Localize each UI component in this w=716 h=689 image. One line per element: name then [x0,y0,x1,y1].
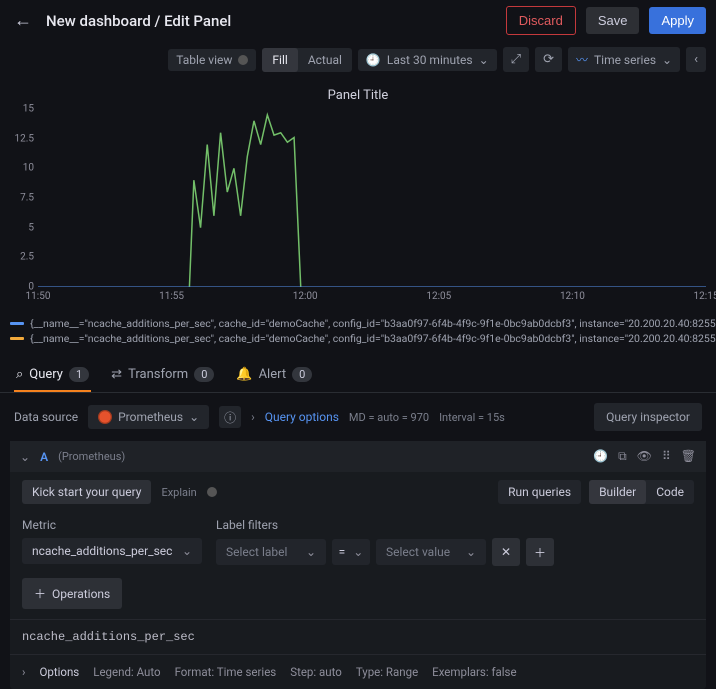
select-value-dropdown[interactable]: Select value ⌄ [376,539,486,565]
apply-button[interactable]: Apply [649,7,706,34]
collapse-button[interactable]: ‹ [686,47,706,72]
chevron-down-icon: ⌄ [182,544,192,558]
options-exemplars: Exemplars: false [432,665,516,679]
query-letter: A [40,450,48,464]
interval-text: Interval = 15s [439,411,505,424]
back-arrow-icon[interactable]: ← [10,6,36,35]
chart-icon: 〰 [576,51,588,68]
datasource-select[interactable]: Prometheus ⌄ [88,405,209,429]
clock-icon: 🕘 [366,53,381,67]
code-button[interactable]: Code [646,480,694,504]
fill-actual-segment: Fill Actual [262,48,352,72]
table-view-label: Table view [176,53,232,67]
save-button[interactable]: Save [586,7,640,34]
chevron-down-icon: ⌄ [479,53,489,67]
label-filters-label: Label filters [216,518,694,532]
options-type: Type: Range [356,665,418,679]
select-label-text: Select label [226,545,287,559]
run-queries-button[interactable]: Run queries [498,480,581,504]
chevron-right-icon: › [251,410,255,424]
datasource-label: Data source [14,410,78,424]
chevron-down-icon: ⌄ [353,545,363,559]
operations-button[interactable]: ＋ Operations [22,578,122,609]
add-filter-button[interactable]: ＋ [526,538,554,566]
builder-button[interactable]: Builder [589,480,646,504]
select-label-dropdown[interactable]: Select label ⌄ [216,539,326,565]
chevron-down-icon: ⌄ [662,53,672,67]
select-value-text: Select value [386,545,450,559]
query-subtitle: (Prometheus) [58,450,125,463]
info-button[interactable]: ⓘ [219,406,241,428]
tab-alert[interactable]: 🔔 Alert 0 [234,359,314,392]
remove-filter-button[interactable]: ✕ [492,538,520,566]
metric-select[interactable]: ncache_additions_per_sec ⌄ [22,538,202,564]
prometheus-icon [98,410,112,424]
tab-transform-label: Transform [128,367,188,382]
viz-type-picker[interactable]: 〰 Time series ⌄ [568,47,680,72]
panel-title: Panel Title [10,88,706,103]
tab-alert-count: 0 [292,367,312,382]
alert-icon: 🔔 [236,367,252,382]
viz-type-label: Time series [594,53,656,67]
chevron-down-icon: ⌄ [189,410,199,424]
actual-button[interactable]: Actual [298,48,352,72]
chevron-down-icon[interactable]: ⌄ [20,450,30,464]
toggle-dot-icon [238,55,248,65]
options-step: Step: auto [290,665,342,679]
query-options-link[interactable]: Query options [265,410,339,424]
chevron-down-icon: ⌄ [306,545,316,559]
tab-alert-label: Alert [259,367,287,382]
kick-start-button[interactable]: Kick start your query [22,480,151,504]
explain-label: Explain [161,486,196,499]
query-inspector-button[interactable]: Query inspector [594,403,702,431]
drag-icon[interactable]: ⠿ [662,449,671,464]
tab-query-label: Query [29,367,63,382]
time-range-picker[interactable]: 🕘 Last 30 minutes ⌄ [358,49,497,71]
plus-icon: ＋ [34,585,46,602]
time-range-label: Last 30 minutes [387,53,473,67]
tab-transform[interactable]: ⇄ Transform 0 [109,359,216,392]
tab-query[interactable]: ⌕ Query 1 [14,359,91,392]
metric-label: Metric [22,518,202,532]
md-text: MD = auto = 970 [349,411,429,424]
options-format: Format: Time series [175,665,277,679]
datasource-name: Prometheus [118,410,183,424]
fill-button[interactable]: Fill [262,48,297,72]
zoom-out-button[interactable]: ⤢ [503,47,529,72]
operator-text: = [339,545,346,559]
duplicate-icon[interactable]: ⧉ [618,449,627,464]
operator-select[interactable]: = ⌄ [332,539,370,565]
explain-toggle[interactable] [207,487,217,497]
refresh-button[interactable]: ⟳ [535,47,562,72]
chevron-right-icon[interactable]: › [22,665,25,679]
trash-icon[interactable]: 🗑 [681,449,696,464]
raw-query-text: ncache_additions_per_sec [10,619,706,654]
chart-legend: {__name__="ncache_additions_per_sec", ca… [0,313,716,351]
chevron-down-icon: ⌄ [466,545,476,559]
table-view-toggle[interactable]: Table view [168,49,256,71]
tab-query-count: 1 [69,367,89,382]
chart: 02.557.51012.515 11:5011:5512:0012:0512:… [10,109,706,309]
page-title: New dashboard / Edit Panel [46,12,231,30]
metric-value: ncache_additions_per_sec [32,544,172,558]
eye-icon[interactable]: 👁 [637,449,652,464]
options-legend: Legend: Auto [93,665,160,679]
discard-button[interactable]: Discard [506,6,576,35]
history-icon[interactable]: 🕘 [593,449,608,464]
options-label[interactable]: Options [39,665,79,679]
transform-icon: ⇄ [111,367,122,382]
builder-code-segment: Builder Code [589,480,694,504]
tab-transform-count: 0 [194,367,214,382]
operations-label: Operations [52,587,110,601]
query-icon: ⌕ [16,367,23,382]
